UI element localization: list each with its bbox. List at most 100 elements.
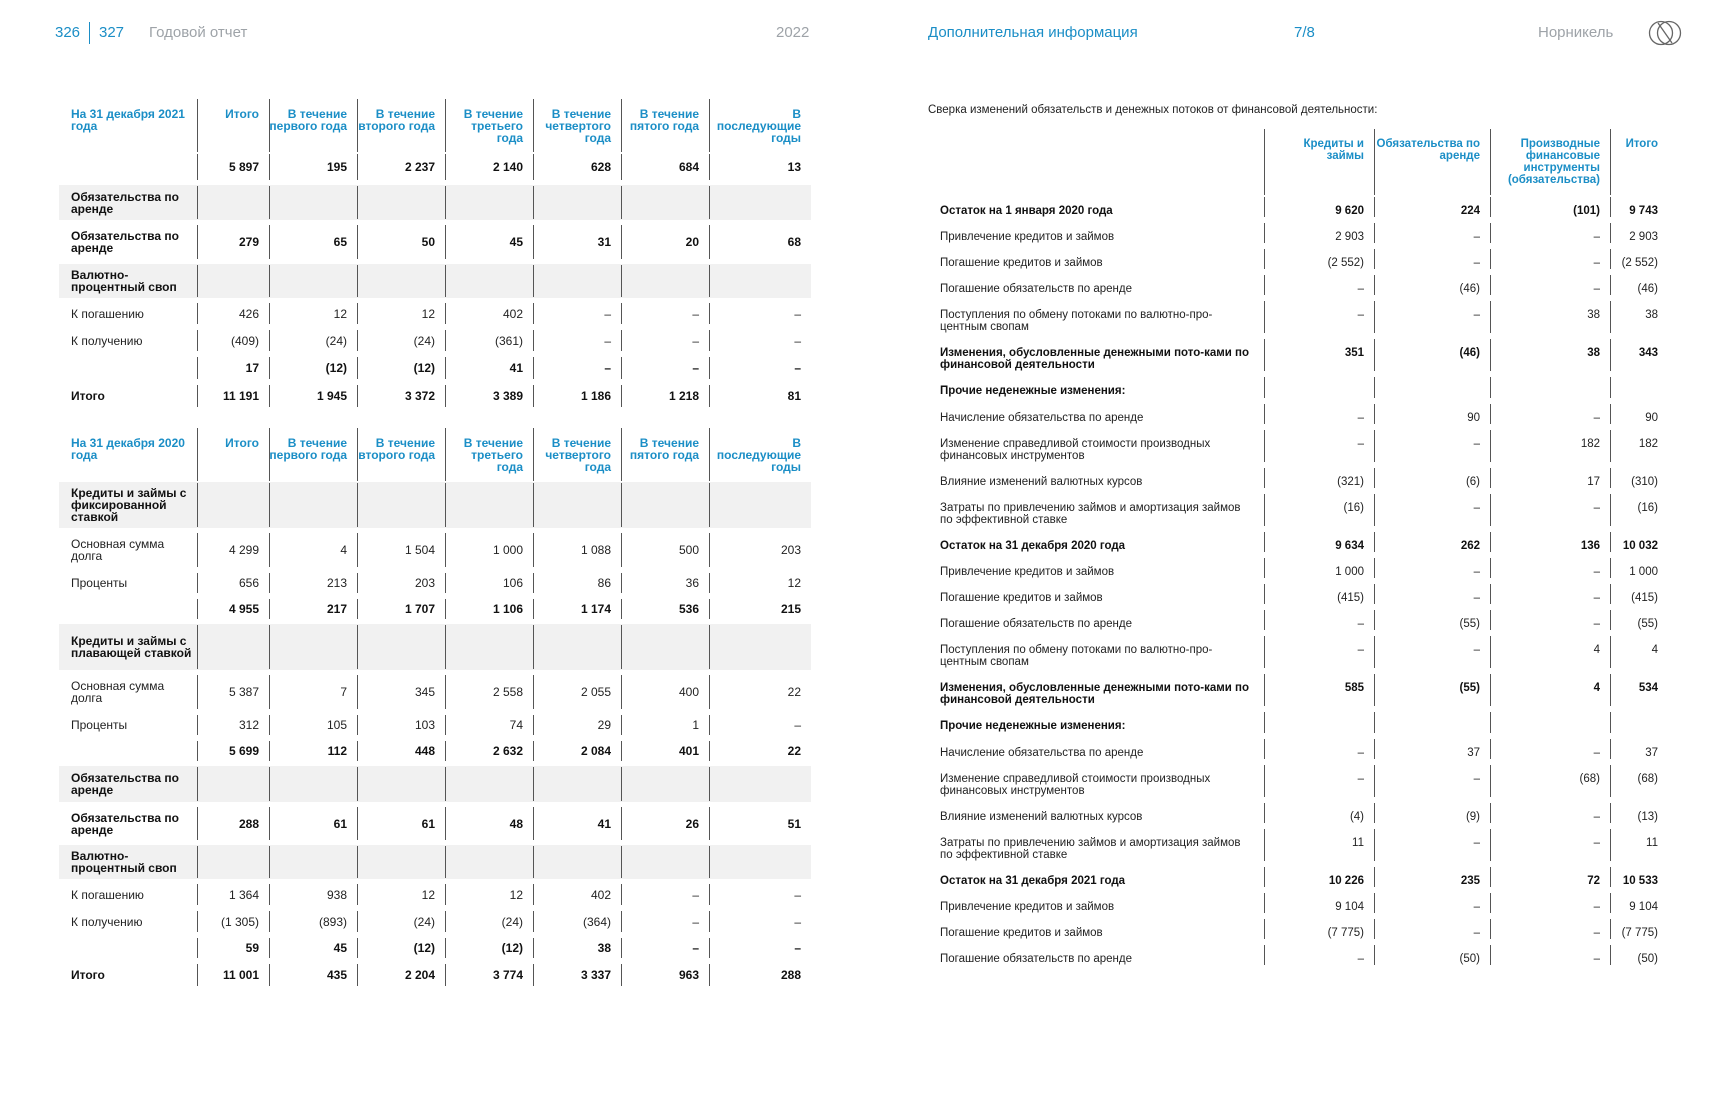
table-cell: 1 504 [357, 532, 445, 568]
table-cell: 31 [533, 224, 621, 260]
table-cell: 26 [621, 806, 709, 841]
table-cell: 963 [621, 963, 709, 987]
table-cell: (4) [1264, 802, 1374, 824]
table-cell [533, 264, 621, 298]
table-header-row: На 31 декабря 2021 года Итого В течение пе… [59, 98, 811, 153]
table-cell: (893) [269, 910, 357, 933]
table-cell: 1 106 [445, 598, 533, 620]
table-header-column: Итого [197, 98, 269, 153]
table-row: Привлечение кредитов и займов 1 000– –1 00… [928, 557, 1668, 579]
table-cell [357, 624, 445, 670]
table-cell [621, 264, 709, 298]
table-row: Привлечение кредитов и займов 9 104– –9 10… [928, 892, 1668, 914]
table-cell [621, 624, 709, 670]
table-row: Остаток на 1 января 2020 года 9 620 224 (10… [928, 196, 1668, 218]
row-label: Затраты по привлечению займов и амортиза… [940, 837, 1241, 861]
table-header-column: В течение второго года [357, 98, 445, 153]
table-cell: – [709, 883, 811, 906]
table-cell: 11 [1264, 828, 1374, 862]
table-cell: 4 [1490, 673, 1610, 707]
table-cell [445, 185, 533, 220]
table-cell: – [1374, 429, 1490, 463]
table-cell: 12 [269, 302, 357, 325]
table-cell: – [1490, 557, 1610, 579]
table-cell: – [1264, 274, 1374, 296]
table-cell: – [1264, 764, 1374, 798]
table-header-column: Итого [197, 427, 269, 482]
table-cell: (101) [1490, 196, 1610, 218]
table-cell: 345 [357, 674, 445, 710]
table-cell: 61 [357, 806, 445, 841]
table-cell [533, 766, 621, 802]
row-label: Привлечение кредитов и займов [940, 566, 1115, 578]
table-cell: 628 [533, 153, 621, 181]
table-header-column: В последующие годы [709, 427, 811, 482]
table-header-column: В течение четвертого года [533, 98, 621, 153]
table-cell: (24) [445, 910, 533, 933]
table-row: К получению (1 305) (893) (24) (24) (364) – – [59, 910, 811, 933]
table-row: Погашение кредитов и займов (7 775) – – (7 7… [928, 918, 1668, 940]
table-cell: – [1264, 429, 1374, 463]
row-label: Затраты по привлечению займов и амортиза… [940, 502, 1241, 526]
table-cell [621, 185, 709, 220]
table-cell: (55) [1610, 609, 1668, 631]
table-cell: (50) [1374, 944, 1490, 966]
table-cell: 38 [1490, 300, 1610, 334]
table-cell: – [621, 356, 709, 380]
reconciliation-intro: Сверка изменений обязательств и денежных… [928, 104, 1378, 116]
table-cell: (68) [1490, 764, 1610, 798]
table-cell: 68 [709, 224, 811, 260]
row-label: Обязательства по аренде [71, 771, 179, 797]
table-cell: – [1490, 248, 1610, 270]
table-cell [1264, 376, 1374, 399]
table-cell: (2 552) [1264, 248, 1374, 270]
table-cell: – [709, 714, 811, 736]
table-cell: (13) [1610, 802, 1668, 824]
table-cell: 2 084 [533, 740, 621, 762]
table-header-column: Итого [1610, 128, 1668, 196]
table-row: К погашению 426 12 12 402– – – [59, 302, 811, 325]
table-cell: (50) [1610, 944, 1668, 966]
section-title[interactable]: Дополнительная информация [928, 24, 1138, 41]
table-cell: 9 620 [1264, 196, 1374, 218]
table-cell: 10 032 [1610, 531, 1668, 553]
table-row: К получению (409) (24) (24) (361) – – – [59, 329, 811, 352]
page-number-divider [89, 22, 90, 44]
table-cell [269, 624, 357, 670]
table-cell: 4 [1490, 635, 1610, 669]
company-name: Норникель [1538, 24, 1614, 41]
table-cell: 37 [1374, 738, 1490, 760]
row-label: Обязательства по аренде [71, 229, 179, 255]
table-row: Влияние изменений валютных курсов (321) (6… [928, 467, 1668, 489]
table-cell [621, 766, 709, 802]
table-cell: 4 299 [197, 532, 269, 568]
table-cell: 38 [1610, 300, 1668, 334]
table-cell: (16) [1610, 493, 1668, 527]
row-label: Прочие неденежные изменения: [940, 720, 1126, 732]
table-cell: 684 [621, 153, 709, 181]
table-cell: 1 707 [357, 598, 445, 620]
table-cell: – [1374, 828, 1490, 862]
table-cell [445, 624, 533, 670]
table-cell [197, 482, 269, 528]
table-cell: 312 [197, 714, 269, 736]
row-label [59, 598, 197, 620]
table-row: Погашение обязательств по аренде – (55) – (5… [928, 609, 1668, 631]
table-cell: 22 [709, 674, 811, 710]
table-cell: – [709, 356, 811, 380]
table-cell: 1 088 [533, 532, 621, 568]
table-row: Поступления по обмену потоками по валютн… [928, 635, 1668, 669]
table-cell: (12) [357, 937, 445, 959]
row-label: Погашение кредитов и займов [940, 592, 1103, 604]
table-cell: 288 [709, 963, 811, 987]
table-cell: 435 [269, 963, 357, 987]
table-cell [269, 766, 357, 802]
table-cell [269, 185, 357, 220]
table-cell [197, 845, 269, 879]
table-row: Итого 11 191 1 945 3 372 3 389 1 186 1 218 81 [59, 384, 811, 408]
table-cell: 51 [709, 806, 811, 841]
table-cell: 1 364 [197, 883, 269, 906]
table-header-column: Кредиты и займы [1264, 128, 1374, 196]
table-cell: – [621, 910, 709, 933]
table-cell: (24) [269, 329, 357, 352]
